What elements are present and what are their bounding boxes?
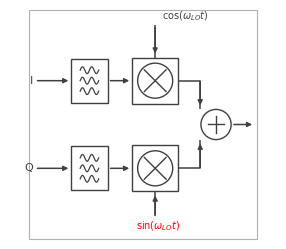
Circle shape (201, 109, 231, 140)
Bar (71, 146, 108, 190)
Bar (71, 59, 108, 103)
Text: I: I (30, 76, 33, 86)
Circle shape (138, 151, 173, 186)
Text: Q: Q (25, 163, 33, 173)
Circle shape (138, 63, 173, 98)
Bar (132, 145, 178, 191)
Text: $\sin(\omega_{LO}t)$: $\sin(\omega_{LO}t)$ (136, 219, 180, 233)
Bar (132, 58, 178, 104)
Text: $\cos(\omega_{LO}t)$: $\cos(\omega_{LO}t)$ (162, 10, 209, 23)
